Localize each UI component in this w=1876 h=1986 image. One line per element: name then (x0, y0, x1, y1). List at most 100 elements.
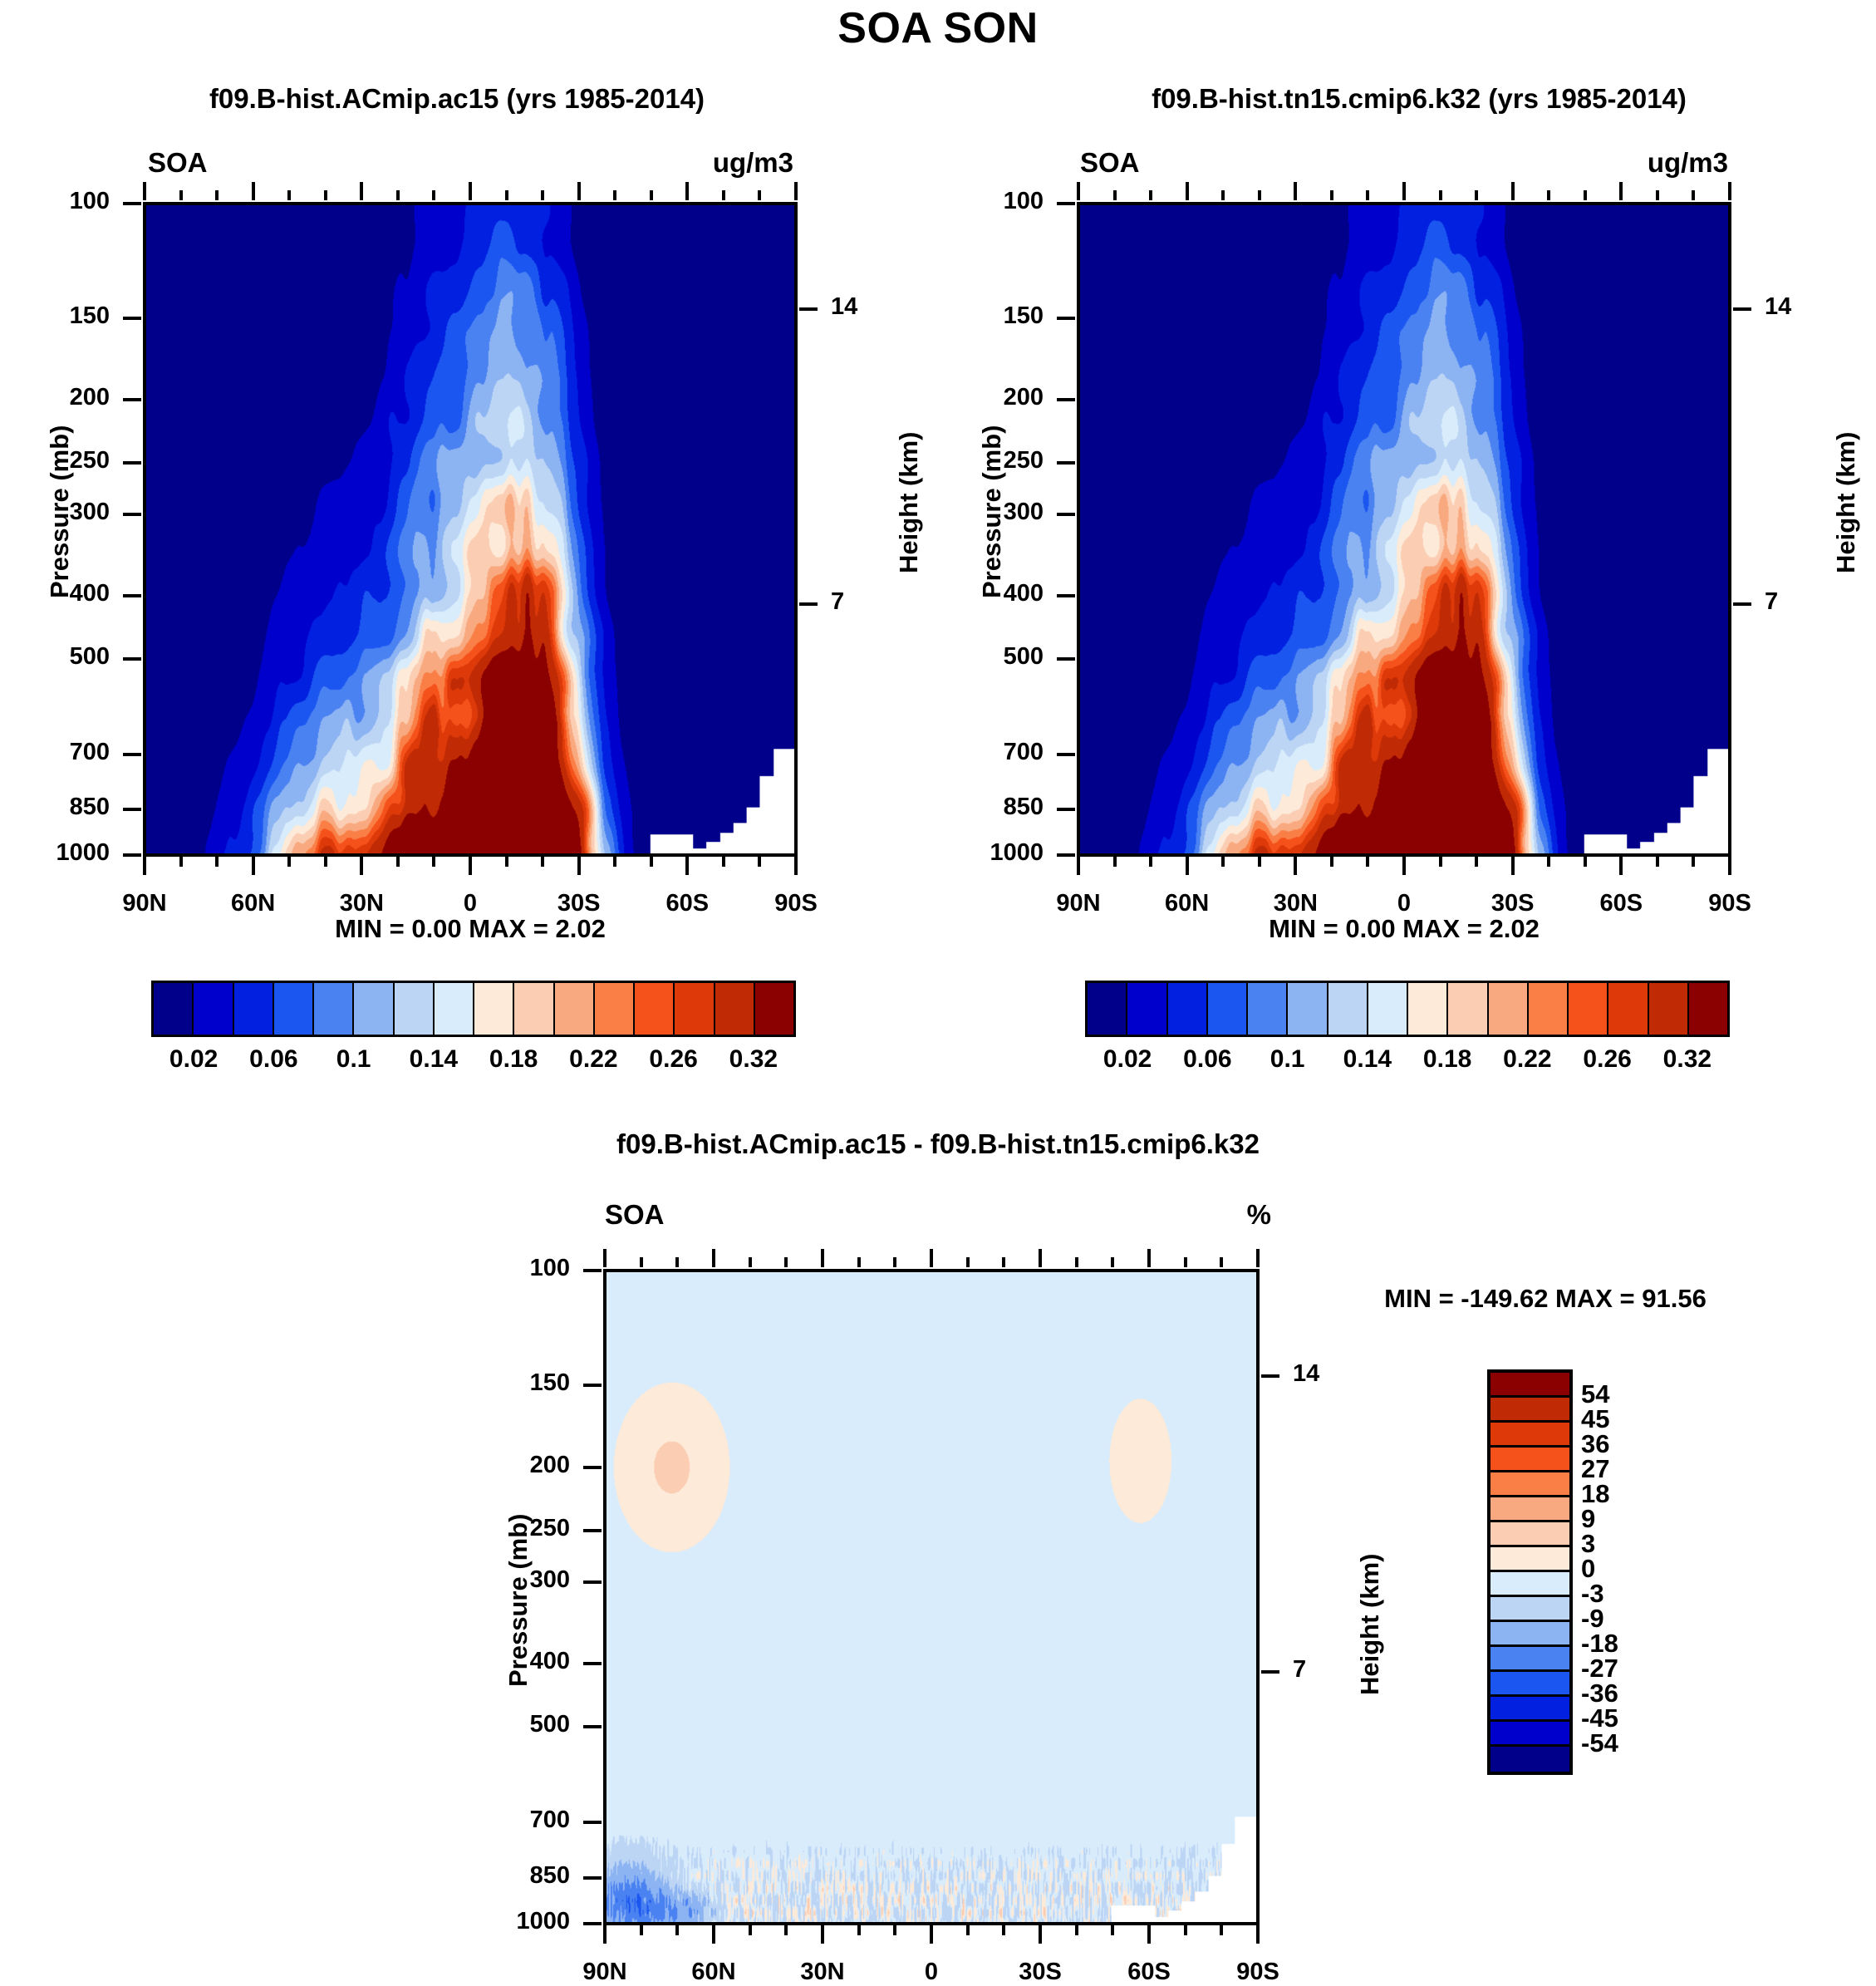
colorbar-ticklabel: 0.06 (1183, 1045, 1232, 1073)
x-ticklabel: 0 (463, 890, 478, 917)
y-ticklabel: 150 (529, 1369, 570, 1397)
colorbar-cell (1248, 983, 1289, 1035)
y2-ticklabel: 14 (1293, 1359, 1320, 1387)
diff-panel-plot[interactable] (603, 1269, 1260, 1925)
colorbar-cell (1490, 1522, 1569, 1547)
colorbar-cell (1088, 983, 1128, 1035)
right-panel-plot[interactable] (1077, 202, 1731, 857)
left-colorbar[interactable] (151, 981, 796, 1037)
y2-ticklabel: 7 (1293, 1656, 1307, 1684)
colorbar-cell (394, 983, 435, 1035)
colorbar-cell (1490, 1647, 1569, 1672)
colorbar-cell (675, 983, 715, 1035)
y-ticklabel: 100 (529, 1255, 570, 1281)
colorbar-cell (1490, 1448, 1569, 1472)
x-ticklabel: 60N (1165, 890, 1210, 917)
colorbar-cell (1490, 1398, 1569, 1423)
colorbar-ticklabel: 0.26 (1583, 1045, 1632, 1073)
y-ticklabel: 200 (69, 384, 110, 410)
y-ticklabel: 300 (529, 1566, 570, 1594)
left-panel-contour-canvas (146, 205, 794, 853)
colorbar-ticklabel: -18 (1581, 1629, 1618, 1658)
colorbar-ticklabel: -3 (1581, 1579, 1604, 1608)
colorbar-ticklabel: 54 (1581, 1379, 1610, 1408)
colorbar-ticklabel: 0.18 (489, 1045, 538, 1073)
colorbar-cell (1490, 1497, 1569, 1522)
y-ticklabel: 500 (529, 1711, 570, 1738)
y-ticklabel: 400 (1003, 580, 1044, 607)
y-ticklabel: 1000 (516, 1908, 570, 1934)
right-panel-units-label: ug/m3 (1647, 147, 1728, 178)
y-ticklabel: 1000 (56, 839, 110, 866)
x-ticklabel: 30N (800, 1959, 845, 1985)
x-ticklabel: 90S (1236, 1959, 1279, 1985)
left-panel-var-label: SOA (148, 147, 208, 178)
colorbar-cell (1648, 983, 1689, 1035)
colorbar-ticklabel: 0.32 (1662, 1045, 1712, 1073)
colorbar-cell (1569, 983, 1609, 1035)
colorbar-ticklabel: -54 (1581, 1728, 1618, 1757)
colorbar-cell (273, 983, 314, 1035)
y-ticklabel: 700 (69, 738, 110, 765)
left-panel-title: f09.B-hist.ACmip.ac15 (yrs 1985-2014) (209, 83, 705, 114)
x-ticklabel: 30S (1490, 890, 1535, 917)
colorbar-cell (1688, 983, 1727, 1035)
colorbar-ticklabel: 0.02 (169, 1045, 219, 1073)
colorbar-ticklabel: 0.22 (1503, 1045, 1552, 1073)
colorbar-cell (233, 983, 274, 1035)
y-ticklabel: 150 (69, 302, 110, 330)
diff-colorbar[interactable] (1487, 1369, 1573, 1775)
y-ticklabel: 300 (1003, 499, 1044, 526)
colorbar-cell (1488, 983, 1529, 1035)
colorbar-ticklabel: 0.1 (336, 1045, 371, 1073)
colorbar-cell (434, 983, 474, 1035)
colorbar-ticklabel: 9 (1581, 1504, 1596, 1533)
page-title: SOA SON (837, 4, 1039, 52)
x-ticklabel: 0 (1397, 890, 1412, 917)
y-ticklabel: 700 (529, 1807, 570, 1834)
colorbar-cell (594, 983, 635, 1035)
colorbar-ticklabel: 0 (1581, 1554, 1596, 1583)
y-ticklabel: 850 (69, 793, 110, 820)
colorbar-ticklabel: 0.18 (1422, 1045, 1472, 1073)
colorbar-ticklabel: 18 (1581, 1479, 1610, 1508)
x-ticklabel: 90S (774, 890, 818, 917)
y2-ticklabel: 14 (1765, 292, 1792, 320)
diff-panel-var-label: SOA (605, 1199, 665, 1230)
colorbar-cell (1127, 983, 1168, 1035)
colorbar-cell (1490, 1472, 1569, 1497)
y-ticklabel: 100 (1003, 188, 1044, 214)
left-panel-plot[interactable] (143, 202, 798, 857)
colorbar-cell (314, 983, 355, 1035)
colorbar-ticklabel: 36 (1581, 1429, 1610, 1458)
left-colorbar-labels: 0.02 0.06 0.1 0.14 0.18 0.22 0.26 0.32 (154, 1045, 793, 1079)
colorbar-ticklabel: 0.26 (649, 1045, 698, 1073)
colorbar-cell (154, 983, 194, 1035)
colorbar-ticklabel: 0.06 (249, 1045, 298, 1073)
right-panel-title: f09.B-hist.tn15.cmip6.k32 (yrs 1985-2014… (1152, 83, 1687, 114)
x-ticklabel: 30S (557, 890, 601, 917)
diff-panel-minmax: MIN = -149.62 MAX = 91.56 (1384, 1284, 1707, 1313)
right-colorbar[interactable] (1085, 981, 1730, 1037)
y-ticklabel: 100 (69, 188, 110, 214)
y-ticklabel: 300 (69, 499, 110, 526)
y-ticklabel: 200 (529, 1451, 570, 1478)
y-ticklabel: 400 (69, 580, 110, 607)
diff-colorbar-labels: 54 45 36 27 18 9 3 0 -3 -9 -18 -27 -36 -45 -54 (1581, 1369, 1689, 1768)
diff-panel-title: f09.B-hist.ACmip.ac15 - f09.B-hist.tn15.… (616, 1128, 1260, 1159)
colorbar-cell (554, 983, 595, 1035)
colorbar-cell (1328, 983, 1368, 1035)
colorbar-cell (1490, 1672, 1569, 1697)
colorbar-cell (1528, 983, 1569, 1035)
colorbar-ticklabel: 45 (1581, 1404, 1610, 1433)
colorbar-ticklabel: 3 (1581, 1529, 1596, 1558)
colorbar-cell (1490, 1373, 1569, 1398)
colorbar-cell (1490, 1572, 1569, 1597)
colorbar-cell (1490, 1547, 1569, 1572)
colorbar-ticklabel: 0.22 (569, 1045, 618, 1073)
colorbar-cell (1490, 1423, 1569, 1448)
y-ticklabel: 150 (1003, 302, 1044, 330)
